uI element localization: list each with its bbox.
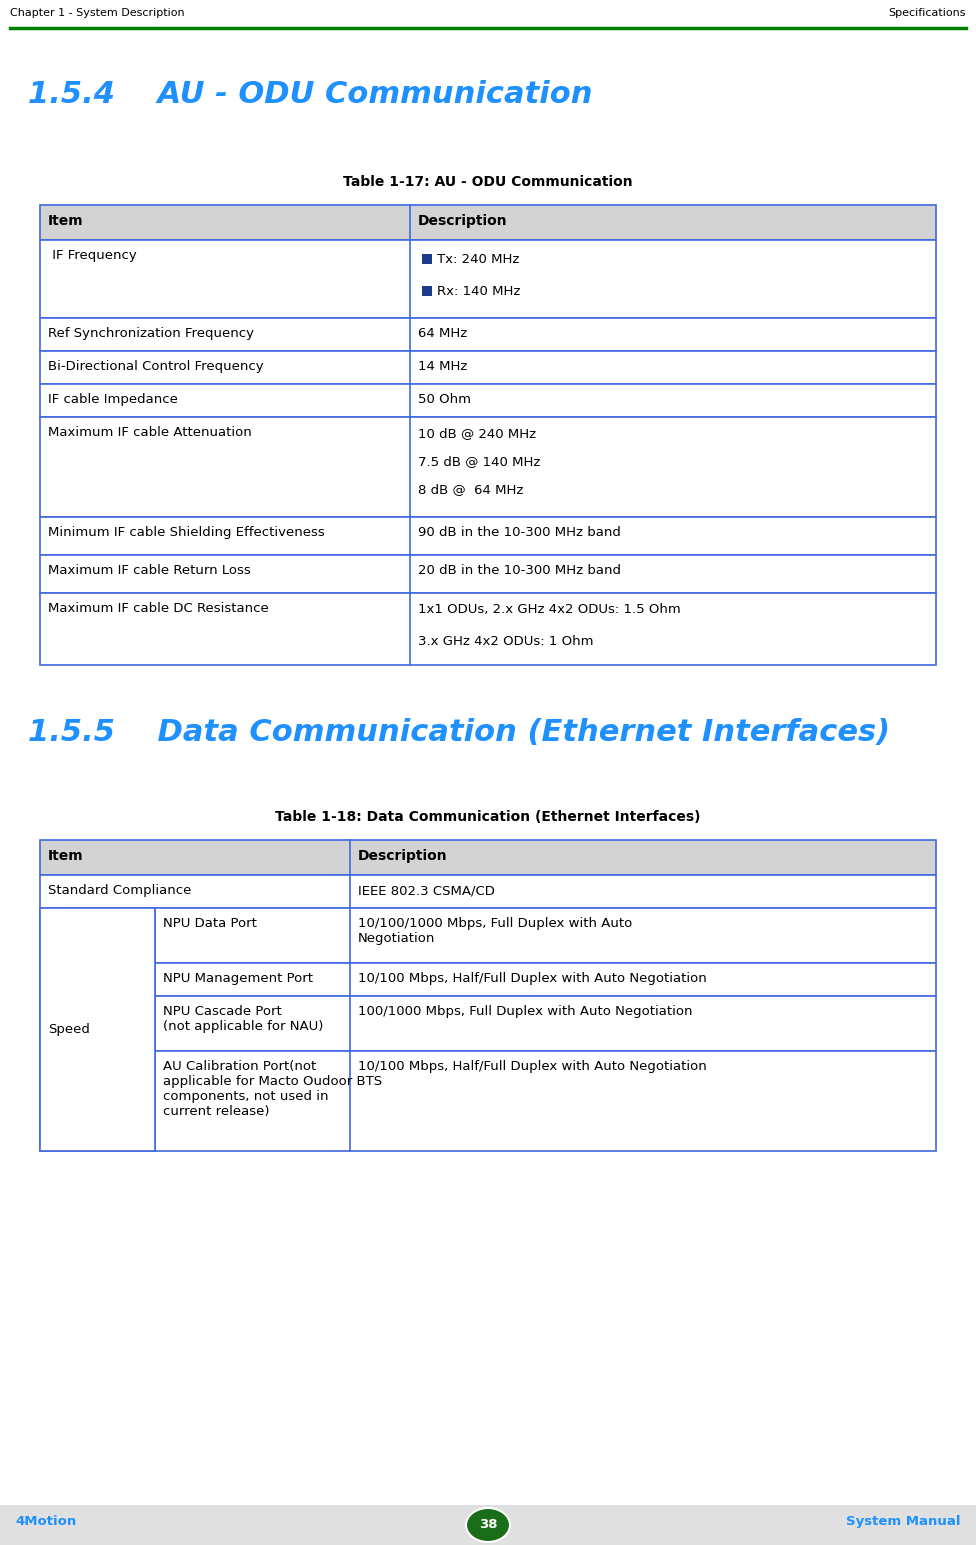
Text: 10 dB @ 240 MHz: 10 dB @ 240 MHz [418,426,536,440]
Text: 7.5 dB @ 140 MHz: 7.5 dB @ 140 MHz [418,454,541,468]
Text: 50 Ohm: 50 Ohm [418,392,471,406]
Text: IEEE 802.3 CSMA/CD: IEEE 802.3 CSMA/CD [358,884,495,898]
Text: AU Calibration Port(not
applicable for Macto Oudoor BTS
components, not used in
: AU Calibration Port(not applicable for M… [163,1060,383,1119]
Bar [40,518,936,555]
Bar [40,205,936,239]
Bar [422,286,432,297]
Text: 3.x GHz 4x2 ODUs: 1 Ohm: 3.x GHz 4x2 ODUs: 1 Ohm [418,635,593,647]
Bar [40,908,936,963]
Text: 14 MHz: 14 MHz [418,360,468,372]
Text: 4Motion: 4Motion [15,1516,76,1528]
Text: Maximum IF cable DC Resistance: Maximum IF cable DC Resistance [48,603,268,615]
Text: NPU Cascade Port
(not applicable for NAU): NPU Cascade Port (not applicable for NAU… [163,1004,323,1034]
Bar [422,253,432,264]
Bar [40,840,936,874]
Text: Bi-Directional Control Frequency: Bi-Directional Control Frequency [48,360,264,372]
Text: 90 dB in the 10-300 MHz band: 90 dB in the 10-300 MHz band [418,525,621,539]
Text: Rx: 140 MHz: Rx: 140 MHz [437,284,520,298]
Text: 20 dB in the 10-300 MHz band: 20 dB in the 10-300 MHz band [418,564,621,576]
Bar [40,997,936,1051]
Bar [40,593,936,664]
Text: 1.5.5    Data Communication (Ethernet Interfaces): 1.5.5 Data Communication (Ethernet Inter… [28,718,890,746]
Text: 10/100 Mbps, Half/Full Duplex with Auto Negotiation: 10/100 Mbps, Half/Full Duplex with Auto … [358,972,707,986]
Bar [40,351,936,385]
Text: NPU Data Port: NPU Data Port [163,918,257,930]
Bar [40,963,936,997]
Text: Speed: Speed [48,1023,90,1037]
Text: System Manual: System Manual [846,1516,961,1528]
Text: Item: Item [48,850,84,864]
Text: Chapter 1 - System Description: Chapter 1 - System Description [10,8,184,19]
Text: Table 1-17: AU - ODU Communication: Table 1-17: AU - ODU Communication [344,175,632,188]
Text: Maximum IF cable Return Loss: Maximum IF cable Return Loss [48,564,251,576]
Text: NPU Management Port: NPU Management Port [163,972,313,986]
Text: 100/1000 Mbps, Full Duplex with Auto Negotiation: 100/1000 Mbps, Full Duplex with Auto Neg… [358,1004,693,1018]
Text: 8 dB @  64 MHz: 8 dB @ 64 MHz [418,484,523,496]
Text: 64 MHz: 64 MHz [418,328,468,340]
Text: Standard Compliance: Standard Compliance [48,884,191,898]
Bar [40,385,936,417]
Text: Description: Description [358,850,448,864]
Text: 10/100/1000 Mbps, Full Duplex with Auto
Negotiation: 10/100/1000 Mbps, Full Duplex with Auto … [358,918,632,946]
Ellipse shape [466,1508,510,1542]
Text: Item: Item [48,215,84,229]
Text: Specifications: Specifications [888,8,966,19]
Text: Minimum IF cable Shielding Effectiveness: Minimum IF cable Shielding Effectiveness [48,525,325,539]
Text: Description: Description [418,215,508,229]
Text: Ref Synchronization Frequency: Ref Synchronization Frequency [48,328,254,340]
Bar [40,555,936,593]
Bar [40,318,936,351]
Text: Table 1-18: Data Communication (Ethernet Interfaces): Table 1-18: Data Communication (Ethernet… [275,810,701,823]
Text: IF Frequency: IF Frequency [48,249,137,263]
Text: Tx: 240 MHz: Tx: 240 MHz [437,253,519,266]
Text: 1x1 ODUs, 2.x GHz 4x2 ODUs: 1.5 Ohm: 1x1 ODUs, 2.x GHz 4x2 ODUs: 1.5 Ohm [418,603,680,616]
Bar [40,239,936,318]
Text: 38: 38 [479,1517,497,1531]
Bar [0,1505,976,1545]
Bar [40,908,155,1151]
Text: 10/100 Mbps, Half/Full Duplex with Auto Negotiation: 10/100 Mbps, Half/Full Duplex with Auto … [358,1060,707,1072]
Text: 1.5.4    AU - ODU Communication: 1.5.4 AU - ODU Communication [28,80,592,110]
Text: IF cable Impedance: IF cable Impedance [48,392,178,406]
Bar [40,417,936,518]
Bar [40,874,936,908]
Text: Maximum IF cable Attenuation: Maximum IF cable Attenuation [48,426,252,439]
Bar [40,1051,936,1151]
